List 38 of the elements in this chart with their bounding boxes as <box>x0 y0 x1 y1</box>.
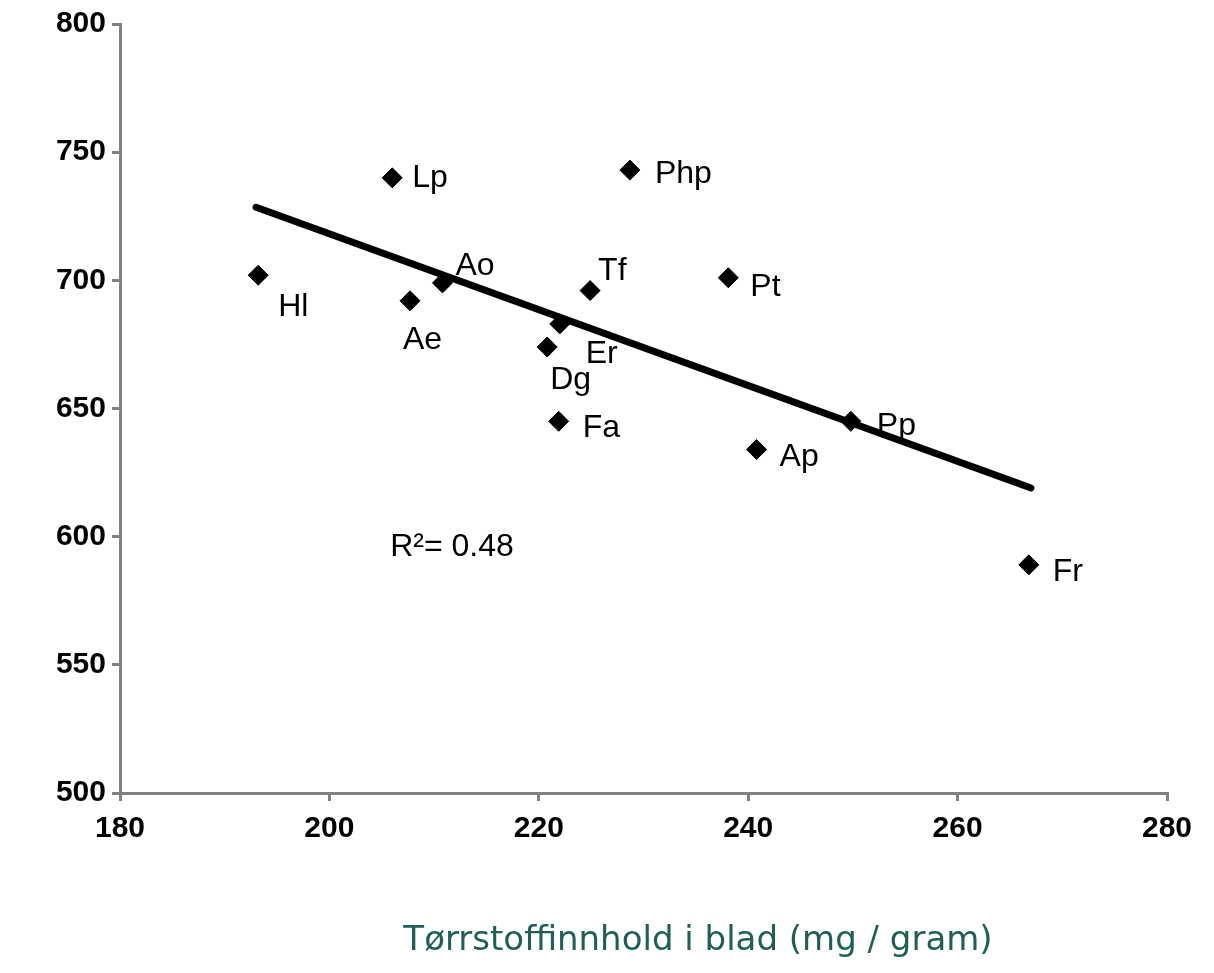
annotation: Pt <box>750 266 781 303</box>
annotation: Lp <box>412 157 448 194</box>
x-tick-label: 200 <box>304 810 355 844</box>
y-tick-label: 800 <box>55 5 106 39</box>
annotation: Php <box>654 153 712 190</box>
x-tick-label: 220 <box>513 810 564 844</box>
y-tick-label: 700 <box>55 261 106 295</box>
y-tick-label: 750 <box>55 133 106 167</box>
point <box>746 439 768 461</box>
y-tick-label: 600 <box>55 517 106 551</box>
point <box>579 280 601 302</box>
y-tick-label: 550 <box>55 646 106 680</box>
point <box>381 167 403 189</box>
annotation: Ao <box>455 245 495 282</box>
x-tick-label: 260 <box>932 810 983 844</box>
point <box>1018 554 1040 576</box>
annotation: Fa <box>582 408 621 445</box>
annotation: Fr <box>1052 551 1084 588</box>
annotation: R²= 0.48 <box>390 526 514 563</box>
annotation: Ap <box>779 437 819 474</box>
x-tick-label: 280 <box>1141 810 1193 844</box>
point <box>619 159 641 181</box>
annotation: Er <box>585 333 619 370</box>
point <box>840 410 862 432</box>
point <box>548 410 570 432</box>
annotation: Ae <box>403 319 443 356</box>
point <box>247 264 269 286</box>
x-tick-label: 180 <box>94 810 146 844</box>
x-tick-label: 240 <box>723 810 774 844</box>
x-axis-title: Tørrstoffinnhold i blad (mg / gram) <box>402 918 994 958</box>
point <box>536 336 558 358</box>
y-tick-label: 650 <box>55 389 106 423</box>
point <box>549 313 571 335</box>
y-tick-label: 500 <box>55 774 106 808</box>
annotation: Hl <box>278 287 309 324</box>
point <box>717 267 739 289</box>
annotation: Tf <box>598 251 627 288</box>
point <box>399 290 421 312</box>
